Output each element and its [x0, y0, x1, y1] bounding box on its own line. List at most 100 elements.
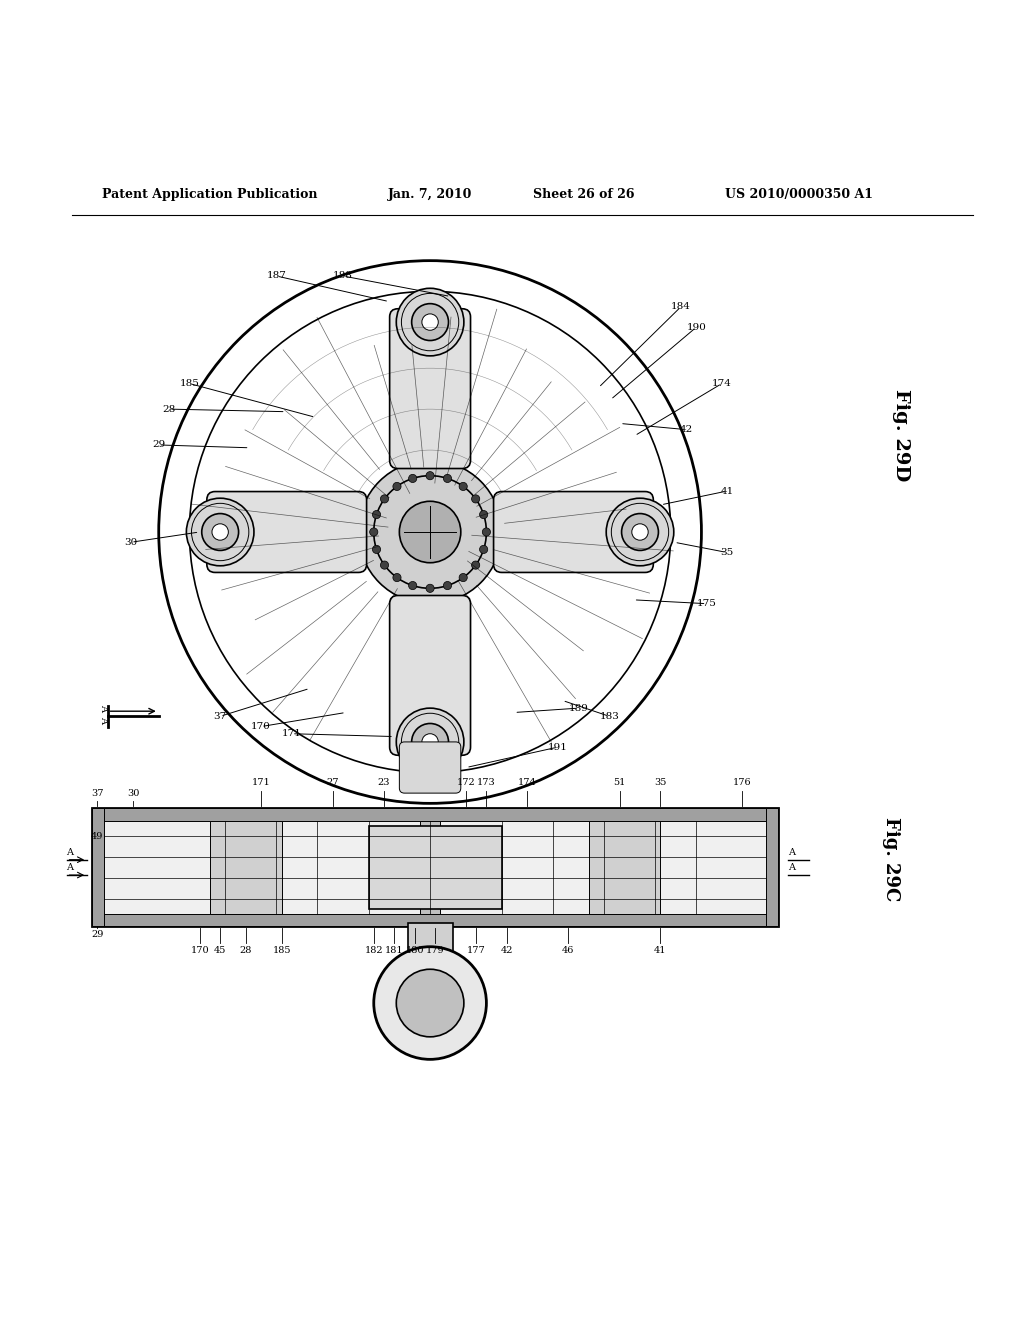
Text: 37: 37 — [91, 788, 103, 797]
Text: 172: 172 — [457, 779, 475, 787]
Circle shape — [358, 461, 502, 603]
Bar — [210, 821, 282, 913]
Circle shape — [412, 723, 449, 760]
Text: 29: 29 — [153, 441, 165, 449]
Circle shape — [482, 528, 490, 536]
Bar — [92, 808, 778, 927]
Circle shape — [186, 498, 254, 566]
Circle shape — [443, 474, 452, 483]
Bar — [420, 821, 440, 913]
Circle shape — [396, 708, 464, 776]
Text: 173: 173 — [477, 779, 496, 787]
Circle shape — [393, 482, 401, 491]
Text: 28: 28 — [240, 946, 252, 956]
Bar — [92, 913, 778, 927]
Text: 171: 171 — [282, 729, 302, 738]
Text: 28: 28 — [163, 405, 175, 413]
Text: 27: 27 — [327, 779, 339, 787]
Text: 185: 185 — [272, 946, 291, 956]
Circle shape — [373, 511, 381, 519]
Text: 49: 49 — [91, 832, 103, 841]
Text: 42: 42 — [501, 946, 513, 956]
Circle shape — [459, 573, 467, 582]
Text: US 2010/0000350 A1: US 2010/0000350 A1 — [725, 187, 872, 201]
Bar — [369, 826, 502, 909]
Bar — [92, 808, 104, 927]
Circle shape — [622, 513, 658, 550]
Bar — [589, 821, 660, 913]
Text: 179: 179 — [426, 946, 444, 956]
Text: A: A — [67, 863, 74, 873]
Text: 174: 174 — [518, 779, 537, 787]
Text: 41: 41 — [654, 946, 667, 956]
Text: 174: 174 — [712, 379, 732, 388]
Text: 191: 191 — [548, 743, 568, 751]
Circle shape — [606, 498, 674, 566]
Text: 35: 35 — [654, 779, 667, 787]
Text: 46: 46 — [562, 946, 574, 956]
Text: 190: 190 — [686, 322, 707, 331]
Text: Patent Application Publication: Patent Application Publication — [102, 187, 317, 201]
Circle shape — [396, 288, 464, 356]
Text: 37: 37 — [214, 711, 226, 721]
FancyBboxPatch shape — [399, 742, 461, 793]
Circle shape — [409, 582, 417, 590]
Text: 171: 171 — [252, 779, 270, 787]
Circle shape — [370, 528, 378, 536]
Text: 35: 35 — [721, 548, 733, 557]
Text: A: A — [788, 863, 796, 873]
Circle shape — [471, 495, 479, 503]
Text: 23: 23 — [378, 779, 390, 787]
Text: 185: 185 — [179, 379, 200, 388]
Text: 30: 30 — [127, 788, 139, 797]
Text: 42: 42 — [680, 425, 692, 434]
Circle shape — [373, 545, 381, 553]
Circle shape — [459, 482, 467, 491]
Text: 30: 30 — [125, 537, 137, 546]
Text: A: A — [788, 847, 796, 857]
Circle shape — [396, 969, 464, 1036]
Circle shape — [202, 513, 239, 550]
Text: 177: 177 — [467, 946, 485, 956]
Text: A: A — [99, 704, 109, 711]
Text: 183: 183 — [599, 711, 620, 721]
Circle shape — [412, 304, 449, 341]
Circle shape — [443, 582, 452, 590]
Circle shape — [381, 495, 389, 503]
Bar — [408, 923, 453, 973]
Circle shape — [399, 502, 461, 562]
Circle shape — [212, 524, 228, 540]
Text: Jan. 7, 2010: Jan. 7, 2010 — [388, 187, 472, 201]
Circle shape — [393, 573, 401, 582]
FancyBboxPatch shape — [207, 491, 367, 573]
Circle shape — [426, 585, 434, 593]
Text: 45: 45 — [214, 946, 226, 956]
Circle shape — [409, 474, 417, 483]
Circle shape — [381, 561, 389, 569]
Circle shape — [479, 545, 487, 553]
Text: 51: 51 — [613, 779, 626, 787]
Text: 170: 170 — [190, 946, 209, 956]
Text: 176: 176 — [733, 779, 752, 787]
Text: 182: 182 — [365, 946, 383, 956]
Text: 175: 175 — [696, 599, 717, 609]
Text: 187: 187 — [266, 272, 287, 281]
FancyBboxPatch shape — [494, 491, 653, 573]
Text: 188: 188 — [333, 272, 353, 281]
Text: 170: 170 — [251, 722, 271, 731]
Text: A: A — [67, 847, 74, 857]
Bar — [92, 808, 778, 821]
Circle shape — [479, 511, 487, 519]
Circle shape — [422, 314, 438, 330]
Text: 41: 41 — [721, 487, 733, 495]
Text: 189: 189 — [568, 704, 589, 713]
Text: 184: 184 — [671, 302, 691, 312]
Text: Sheet 26 of 26: Sheet 26 of 26 — [532, 187, 635, 201]
Text: A: A — [99, 717, 109, 723]
Text: Fig. 29D: Fig. 29D — [892, 388, 910, 480]
Circle shape — [422, 734, 438, 750]
FancyBboxPatch shape — [389, 595, 470, 755]
Text: Fig. 29C: Fig. 29C — [882, 817, 900, 902]
Circle shape — [426, 471, 434, 479]
FancyBboxPatch shape — [389, 309, 470, 469]
